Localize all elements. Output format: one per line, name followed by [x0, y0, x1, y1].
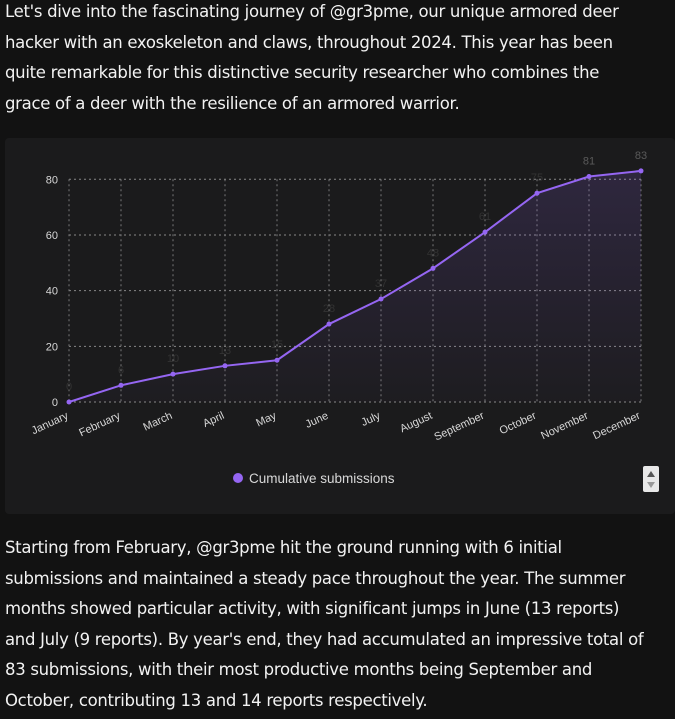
x-tick-label: April [201, 410, 226, 430]
point [326, 321, 332, 327]
text-line: quite remarkable for this distinctive se… [5, 63, 600, 82]
text-line: hacker with an exoskeleton and claws, th… [5, 32, 613, 52]
point [66, 399, 72, 405]
data-label: 13 [219, 345, 231, 357]
x-tick-label: November [539, 410, 590, 442]
data-label: 61 [479, 211, 491, 223]
scroll-control[interactable] [643, 466, 659, 492]
point [378, 296, 384, 302]
point [274, 357, 280, 363]
legend: Cumulative submissions [233, 471, 395, 486]
data-label: 75 [531, 172, 543, 184]
x-tick-label: December [591, 410, 642, 442]
intro-text: Let's dive into the fascinating journey … [5, 0, 619, 119]
line [68, 169, 642, 403]
x-tick-label: February [77, 410, 122, 440]
point [118, 382, 124, 388]
data-label: 37 [375, 278, 387, 290]
point [638, 168, 644, 174]
text-line: Let's dive into the fascinating journey … [5, 2, 619, 21]
x-tick-label: July [359, 410, 382, 429]
x-tick-label: October [498, 410, 539, 438]
data-label: 6 [118, 364, 124, 376]
x-tick-label: May [254, 410, 278, 430]
data-label: 0 [66, 381, 72, 393]
data-label: 10 [167, 353, 179, 365]
area [69, 170, 641, 402]
y-tick-label: 20 [46, 341, 58, 353]
text-line: months showed particular activity, with … [5, 599, 620, 618]
x-tick-label: August [398, 410, 434, 435]
point [586, 173, 592, 179]
text-line: Starting from February, @gr3pme hit the … [5, 538, 562, 557]
text-line: and July (9 reports). By year's end, the… [5, 629, 644, 649]
point [430, 265, 436, 271]
data-label: 28 [323, 303, 335, 315]
y-tick-label: 60 [46, 230, 58, 242]
text-line: submissions and maintained a steady pace… [5, 568, 626, 588]
data-label: 15 [271, 339, 283, 351]
point [534, 190, 540, 196]
text-line: October, contributing 13 and 14 reports … [5, 690, 428, 710]
data-label: 81 [583, 155, 595, 167]
data-label: 48 [427, 247, 439, 259]
data-label: 83 [635, 150, 647, 162]
text-line: grace of a deer with the resilience of a… [5, 93, 460, 113]
point [170, 371, 176, 377]
x-tick-label: March [141, 410, 174, 434]
x-tick-label: January [30, 410, 71, 438]
point [482, 229, 488, 235]
legend-label: Cumulative submissions [249, 471, 395, 486]
legend-swatch [233, 473, 243, 483]
y-tick-label: 40 [46, 286, 58, 298]
x-tick-label: June [304, 410, 331, 431]
y-tick-label: 80 [46, 174, 58, 186]
y-tick-label: 0 [52, 397, 58, 409]
outro-text: Starting from February, @gr3pme hit the … [5, 533, 644, 716]
x-tick-label: September [432, 410, 486, 444]
text-line: 83 submissions, with their most producti… [5, 660, 593, 679]
point [222, 363, 228, 369]
